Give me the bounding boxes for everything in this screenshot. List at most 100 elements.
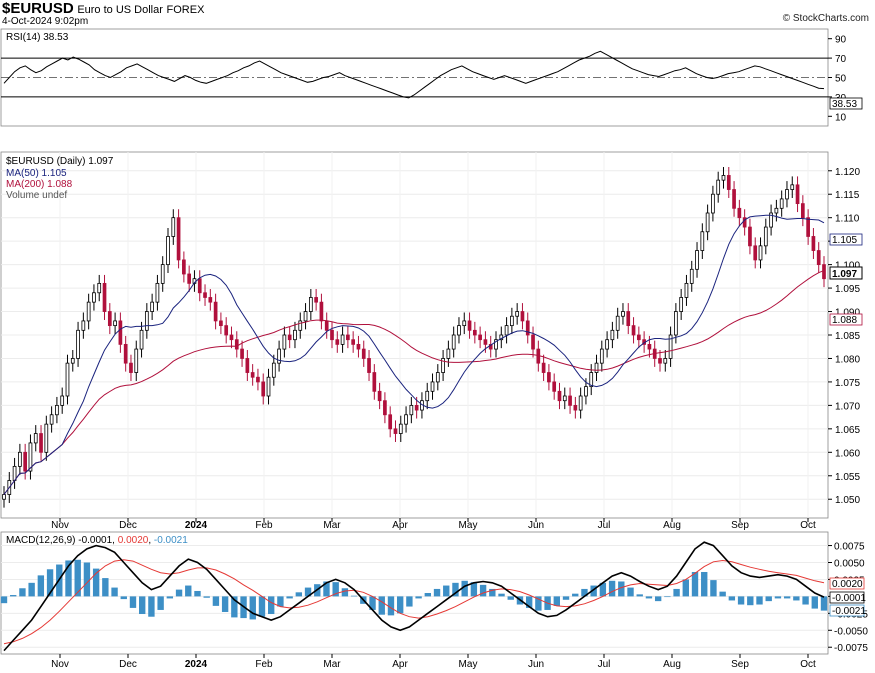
candle-body — [457, 325, 461, 336]
symbol: $EURUSD — [2, 0, 74, 17]
candle-body — [219, 320, 223, 327]
candle-body — [510, 315, 514, 327]
candle-body — [494, 339, 498, 350]
price-tick-label: 1.055 — [835, 472, 860, 483]
candle-body — [705, 212, 710, 233]
candle-body — [478, 334, 482, 341]
candle-body — [404, 414, 408, 425]
candle-body — [144, 311, 149, 331]
candle-body — [203, 292, 207, 298]
candle-body — [65, 362, 70, 397]
macd-hist-bar — [608, 580, 616, 597]
signal-badge — [829, 577, 865, 590]
macd-x-label: Oct — [800, 659, 816, 670]
rsi-tick-label: 70 — [835, 54, 847, 65]
macd-hist-bar — [194, 590, 201, 597]
candle-body — [636, 334, 641, 341]
macd-panel: 0.00750.00500.00250.0000-0.0025-0.0050-0… — [0, 531, 868, 670]
macd-hist-bar — [507, 596, 514, 600]
candle-body — [795, 184, 800, 205]
candle-body — [139, 329, 144, 350]
price-tick-label: 1.095 — [835, 284, 860, 295]
candle-body — [76, 329, 80, 359]
candle-body — [277, 348, 281, 364]
macd-hist-bar — [406, 596, 413, 607]
macd-hist-bar — [802, 596, 809, 605]
macd-hist-bar — [553, 596, 560, 606]
candle-body — [425, 390, 430, 402]
macd-hist-bar — [19, 588, 26, 597]
price-tick-label: 1.085 — [835, 331, 860, 342]
macd-tick-label: 0.0075 — [834, 542, 865, 553]
candle-body — [335, 339, 340, 345]
macd-x-label: Nov — [51, 659, 69, 670]
macd-hist-bar — [175, 589, 183, 597]
macd-hist-bar — [461, 580, 468, 597]
candle-body — [49, 414, 54, 425]
candle-body — [28, 442, 33, 472]
macd-hist-bar — [756, 596, 763, 605]
macd-hist-bar — [673, 588, 680, 597]
macd-badge-label: -0.0001 — [832, 593, 866, 604]
macd-hist-bar — [443, 585, 450, 597]
signal-badge-label: 0.0020 — [832, 579, 863, 590]
macd-hist-bar — [203, 596, 210, 598]
candle-body — [531, 334, 535, 350]
price-x-label: Mar — [323, 520, 341, 531]
macd-hist-bar — [65, 560, 72, 597]
macd-x-label: Jul — [598, 659, 611, 670]
price-x-label: Sep — [731, 520, 749, 531]
candle-body — [208, 297, 213, 303]
candle-body — [742, 217, 747, 228]
candle-body — [541, 362, 546, 373]
macd-hist-bar — [74, 559, 81, 597]
candle-body — [266, 376, 271, 397]
candle-body — [467, 320, 472, 331]
candle-body — [790, 184, 795, 190]
price-panel: 1.120 1.115 1.110 1.105 1.100 1.095 1.090 1.085… — [0, 151, 863, 531]
macd-hist-bar — [387, 596, 395, 616]
candle-body — [39, 433, 43, 453]
candle-body — [599, 348, 604, 364]
candle-body — [435, 372, 440, 383]
symbol-name: Euro to US Dollar — [77, 4, 163, 16]
candle-body — [351, 339, 356, 345]
candle-body — [346, 334, 350, 341]
macd-hist-bar — [636, 594, 643, 597]
macd-hist-bar — [185, 585, 192, 597]
ma50-badge — [829, 233, 863, 246]
macd-x-label: Mar — [323, 659, 341, 670]
macd-hist-bar — [332, 582, 339, 597]
candle-body — [758, 245, 763, 261]
candle-body — [451, 334, 456, 350]
macd-hist-bar — [774, 596, 782, 599]
rsi-title: RSI(14) 38.53 — [6, 32, 69, 43]
macd-hist-bar — [341, 588, 349, 597]
price-x-label: Aug — [663, 520, 681, 531]
candle-body — [472, 329, 477, 336]
price-tick-label: 1.065 — [835, 425, 860, 436]
macd-x-label: Sep — [731, 659, 749, 670]
candle-body — [150, 301, 154, 312]
macd-hist-bar — [83, 562, 91, 597]
candle-body — [271, 362, 276, 378]
candle-body — [171, 217, 176, 237]
macd-hist-bar — [10, 595, 17, 597]
macd-hist-bar — [535, 596, 542, 611]
macd-hist-bar — [433, 588, 441, 597]
macd-frame — [0, 531, 829, 655]
ma50-line — [3, 214, 825, 495]
candle-body — [81, 320, 86, 331]
price-tick-label: 1.100 — [835, 261, 860, 272]
price-x-label: May — [459, 520, 478, 531]
macd-hist-bar — [765, 596, 772, 602]
candle-body — [589, 372, 594, 388]
rsi-tick-label: 90 — [835, 35, 847, 46]
macd-title: MACD(12,26,9) -0.0001, 0.0020, -0.0021 — [6, 535, 188, 546]
candle-body — [568, 395, 572, 406]
candle-body — [107, 311, 112, 327]
macd-title-signal: 0.0020 — [118, 535, 149, 546]
macd-hist-bar — [479, 584, 487, 597]
candle-body — [319, 301, 324, 322]
